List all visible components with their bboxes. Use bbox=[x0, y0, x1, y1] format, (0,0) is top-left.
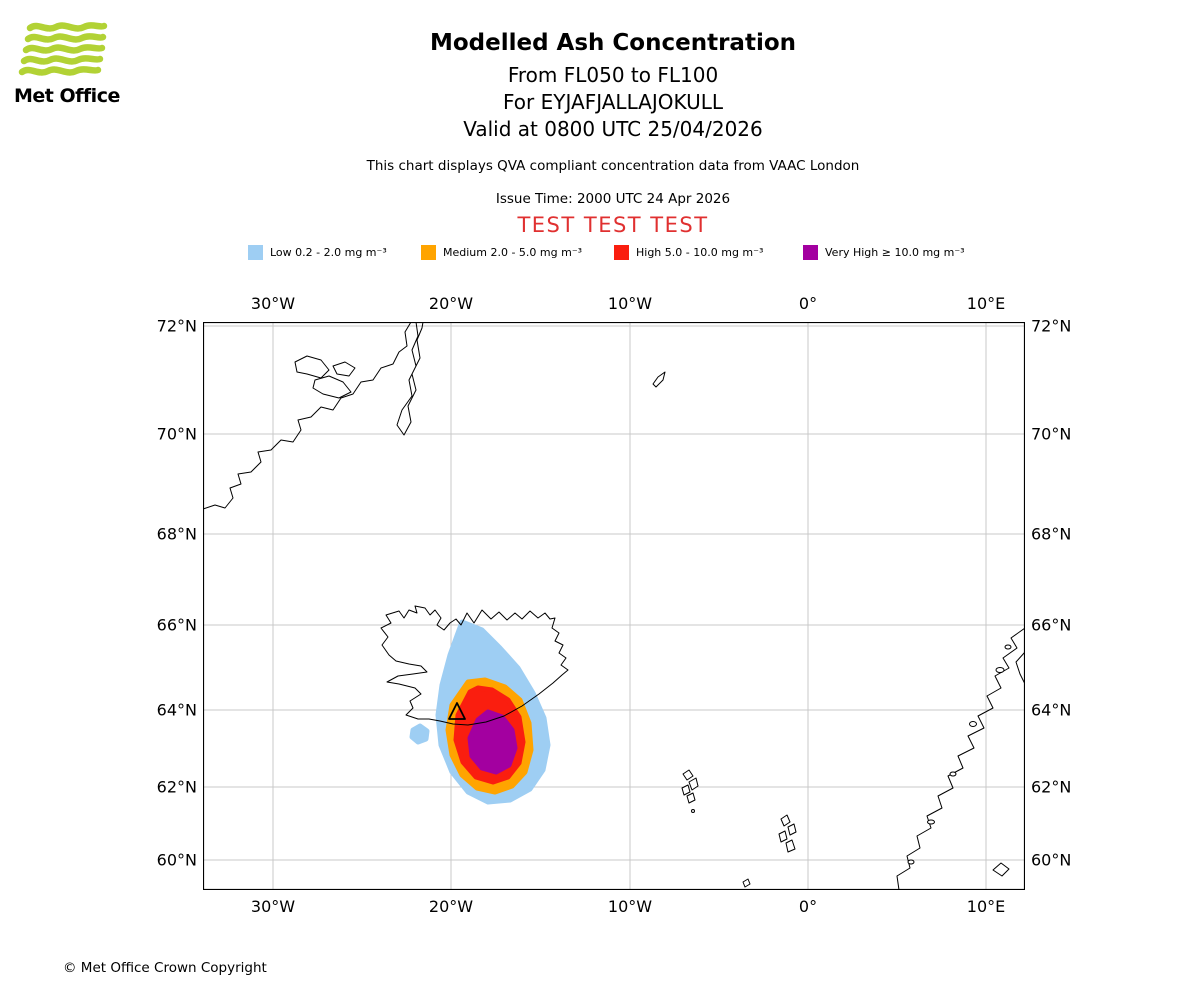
legend-item-high: High 5.0 - 10.0 mg m⁻³ bbox=[614, 244, 763, 260]
ash-plume bbox=[409, 619, 551, 805]
lon-tick-top-1: 20°W bbox=[428, 294, 474, 313]
lon-tick-bottom-3: 0° bbox=[798, 897, 818, 916]
copyright-text: © Met Office Crown Copyright bbox=[63, 960, 267, 976]
lat-tick-left-4: 64°N bbox=[156, 700, 197, 720]
lon-tick-bottom-1: 20°W bbox=[428, 897, 474, 916]
lat-tick-right-5: 62°N bbox=[1031, 777, 1072, 797]
logo-wave-icon bbox=[26, 22, 108, 32]
lat-tick-left-0: 72°N bbox=[156, 316, 197, 336]
lon-tick-top-4: 10°E bbox=[966, 294, 1006, 313]
logo-wordmark: Met Office bbox=[14, 85, 120, 107]
lat-tick-right-4: 64°N bbox=[1031, 700, 1072, 720]
valid-time-subtitle: Valid at 0800 UTC 25/04/2026 bbox=[463, 117, 763, 141]
legend-swatch-high bbox=[614, 244, 629, 260]
lat-tick-right-2: 68°N bbox=[1031, 524, 1072, 544]
legend-item-very-high: Very High ≥ 10.0 mg m⁻³ bbox=[803, 244, 965, 260]
lon-tick-top-0: 30°W bbox=[250, 294, 296, 313]
faroe-islands bbox=[681, 769, 699, 813]
legend-swatch-medium bbox=[421, 244, 436, 260]
ash-concentration-map bbox=[202, 321, 1026, 891]
lat-tick-left-3: 66°N bbox=[156, 615, 197, 635]
test-banner: TEST TEST TEST bbox=[517, 213, 709, 237]
page-title: Modelled Ash Concentration bbox=[429, 30, 797, 56]
met-office-logo-waves bbox=[18, 22, 108, 76]
lat-tick-left-2: 68°N bbox=[156, 524, 197, 544]
met-office-logo: Met Office bbox=[14, 20, 134, 107]
qva-description: This chart displays QVA compliant concen… bbox=[366, 158, 860, 174]
legend-label: Low 0.2 - 2.0 mg m⁻³ bbox=[270, 245, 387, 259]
legend-item-low: Low 0.2 - 2.0 mg m⁻³ bbox=[248, 244, 387, 260]
lat-tick-right-0: 72°N bbox=[1031, 316, 1072, 336]
volcano-marker-icon bbox=[448, 702, 466, 720]
map-border bbox=[202, 321, 1026, 891]
lat-tick-left-1: 70°N bbox=[156, 424, 197, 444]
greenland-coastline bbox=[202, 321, 424, 510]
graticule-grid-lines bbox=[203, 322, 1025, 890]
lon-tick-bottom-2: 10°W bbox=[607, 897, 653, 916]
jan-mayen-island bbox=[652, 371, 666, 388]
volcano-subtitle: For EYJAFJALLAJOKULL bbox=[503, 90, 723, 114]
legend-swatch-very-high bbox=[803, 244, 818, 260]
legend-swatch-low bbox=[248, 244, 263, 260]
lon-tick-bottom-0: 30°W bbox=[250, 897, 296, 916]
map-canvas bbox=[202, 321, 1026, 891]
logo-wave-icon bbox=[22, 44, 106, 54]
logo-wave-icon bbox=[24, 33, 107, 43]
lat-tick-right-6: 60°N bbox=[1031, 850, 1072, 870]
lat-tick-right-1: 70°N bbox=[1031, 424, 1072, 444]
ash-plume-very-high bbox=[467, 709, 518, 775]
legend-item-medium: Medium 2.0 - 5.0 mg m⁻³ bbox=[421, 244, 582, 260]
legend-label: High 5.0 - 10.0 mg m⁻³ bbox=[636, 245, 764, 259]
lon-tick-top-2: 10°W bbox=[607, 294, 653, 313]
logo-wave-icon bbox=[18, 66, 102, 76]
issue-time: Issue Time: 2000 UTC 24 Apr 2026 bbox=[495, 191, 731, 207]
ash-plume-low-detached bbox=[409, 723, 430, 745]
legend-label: Very High ≥ 10.0 mg m⁻³ bbox=[825, 245, 965, 259]
lon-tick-top-3: 0° bbox=[798, 294, 818, 313]
logo-wave-icon bbox=[20, 55, 104, 65]
flight-level-subtitle: From FL050 to FL100 bbox=[507, 63, 719, 87]
norway-coastline bbox=[896, 627, 1026, 891]
lat-tick-right-3: 66°N bbox=[1031, 615, 1072, 635]
iceland-coastline bbox=[380, 605, 569, 726]
lat-tick-left-6: 60°N bbox=[156, 850, 197, 870]
shetland-islands bbox=[742, 814, 797, 888]
lon-tick-bottom-4: 10°E bbox=[966, 897, 1006, 916]
legend-label: Medium 2.0 - 5.0 mg m⁻³ bbox=[443, 245, 583, 259]
lat-tick-left-5: 62°N bbox=[156, 777, 197, 797]
